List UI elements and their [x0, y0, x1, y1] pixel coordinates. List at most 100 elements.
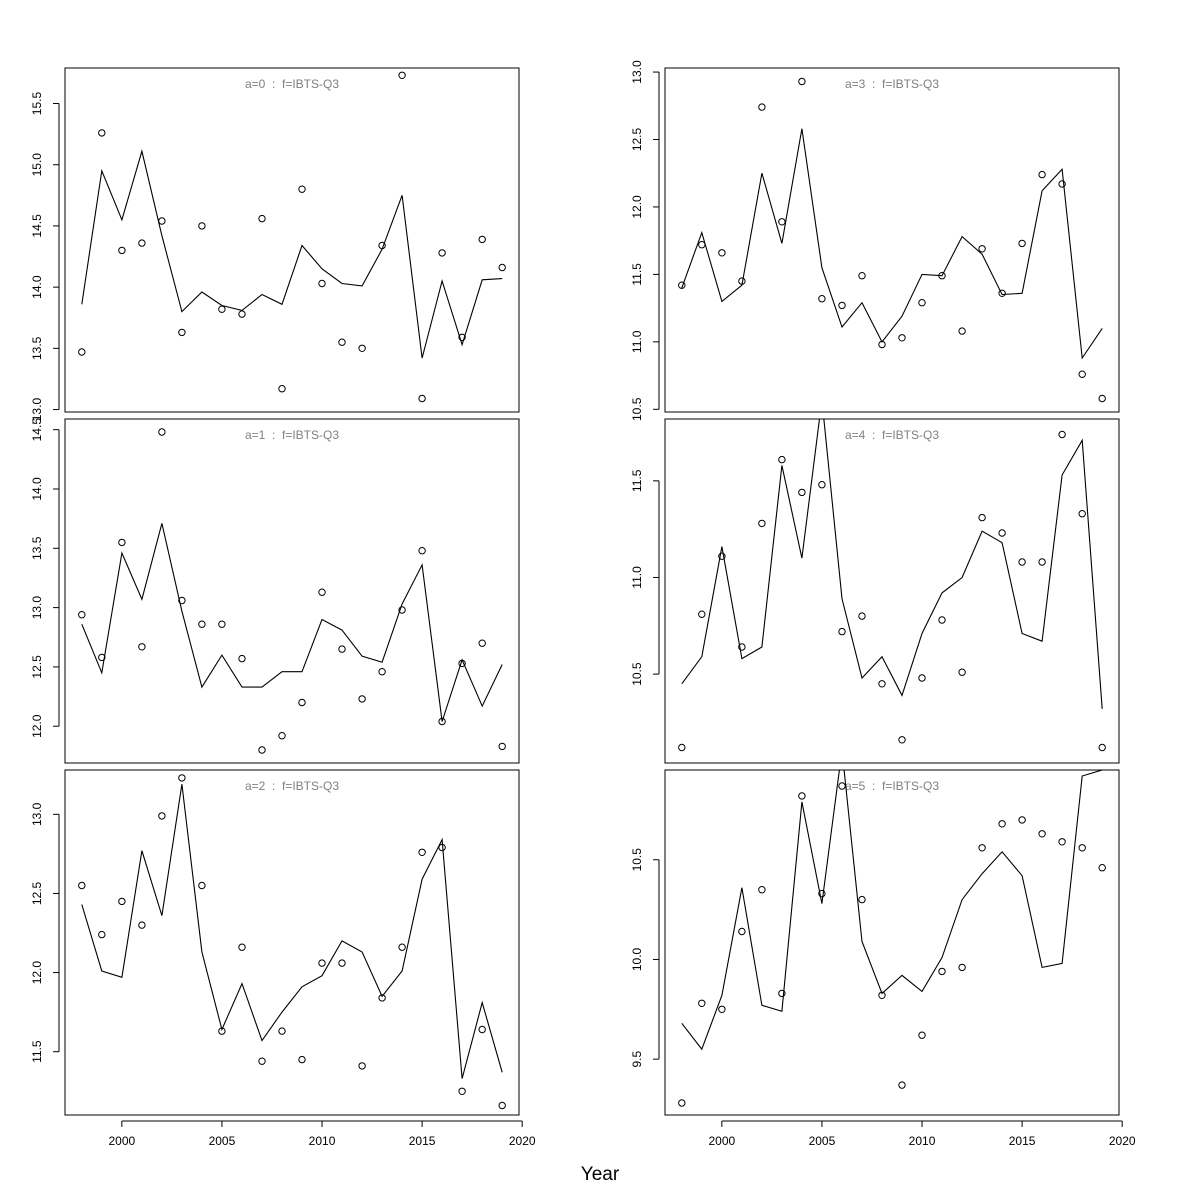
observed-point — [998, 529, 1006, 537]
x-tick-label: 2010 — [909, 1134, 936, 1148]
observed-point — [818, 889, 826, 898]
y-tick-label: 13.0 — [30, 398, 44, 422]
observed-point — [398, 943, 406, 951]
observed-point — [718, 1005, 726, 1013]
panel-2: 12.0 12.5 13.0 13.5 14.0 14.5 a=1 : f=IBTS-Q3 — [30, 418, 520, 764]
observed-point — [858, 895, 866, 904]
observed-point — [998, 289, 1006, 297]
observed-point — [418, 848, 426, 856]
x-tick-label: 2005 — [209, 1134, 236, 1148]
observed-point — [938, 967, 946, 976]
observed-point — [218, 620, 226, 628]
observed-point — [158, 428, 166, 436]
observed-point — [318, 588, 326, 596]
observed-point — [298, 1055, 306, 1064]
observed-point — [158, 812, 166, 820]
observed-point — [118, 246, 126, 255]
observed-point — [778, 455, 786, 464]
observed-point — [198, 881, 206, 890]
observed-point — [218, 1027, 226, 1035]
observed-point — [418, 547, 426, 555]
y-tick-label: 10.0 — [630, 947, 644, 971]
observed-point — [958, 327, 966, 335]
panel-frame — [64, 67, 520, 413]
observed-point — [498, 1101, 506, 1110]
y-tick-label: 14.0 — [30, 477, 44, 501]
y-tick-label: 12.0 — [30, 961, 44, 985]
panel-title: a=4 : f=IBTS-Q3 — [845, 428, 939, 442]
observed-point — [978, 844, 986, 852]
y-tick-label: 12.5 — [30, 655, 44, 679]
observed-point — [458, 333, 466, 341]
y-tick-label: 12.5 — [30, 881, 44, 905]
observed-point — [98, 129, 106, 137]
observed-point — [718, 249, 726, 257]
observed-point — [1058, 430, 1066, 439]
observed-point — [478, 639, 486, 647]
observed-point — [758, 103, 766, 111]
observed-point — [158, 217, 166, 225]
observed-point — [1018, 816, 1026, 824]
observed-point — [338, 338, 346, 346]
observed-point — [278, 732, 286, 740]
observed-point — [78, 881, 86, 890]
observed-point — [1038, 170, 1046, 179]
observed-point — [878, 340, 886, 349]
y-tick-label: 12.0 — [630, 195, 644, 219]
panel-frame — [64, 769, 520, 1116]
observed-point — [238, 654, 246, 663]
x-tick-label: 2000 — [108, 1134, 135, 1148]
y-tick-label: 14.5 — [30, 418, 44, 442]
observed-point — [918, 674, 926, 682]
observed-point — [878, 680, 886, 688]
observed-point — [1078, 844, 1086, 852]
observed-point — [118, 538, 126, 547]
observed-point — [498, 263, 506, 272]
fitted-line — [81, 149, 503, 359]
observed-point — [78, 611, 86, 619]
observed-point — [438, 843, 446, 852]
observed-point — [478, 235, 486, 244]
panel-title: a=3 : f=IBTS-Q3 — [845, 77, 939, 91]
y-tick-label: 11.5 — [630, 469, 644, 492]
observed-point — [818, 481, 826, 489]
observed-point — [798, 488, 806, 497]
y-tick-label: 10.5 — [630, 397, 644, 421]
observed-point — [178, 774, 186, 782]
x-tick-label: 2015 — [1009, 1134, 1036, 1148]
observed-point — [298, 698, 306, 707]
observed-point — [138, 643, 146, 651]
observed-point — [778, 218, 786, 226]
observed-point — [1078, 370, 1086, 378]
observed-point — [198, 222, 206, 230]
y-tick-label: 13.5 — [30, 336, 44, 360]
observed-point — [438, 717, 446, 726]
observed-point — [938, 616, 946, 624]
observed-point — [898, 1081, 906, 1089]
y-tick-label: 11.5 — [630, 263, 644, 286]
observed-point — [738, 643, 746, 651]
observed-point — [398, 71, 406, 80]
observed-point — [318, 279, 326, 288]
fitted-line — [681, 128, 1103, 360]
y-tick-label: 14.0 — [30, 275, 44, 299]
observed-point — [198, 620, 206, 628]
observed-point — [698, 999, 706, 1007]
observed-point — [98, 653, 106, 662]
observed-point — [358, 695, 366, 703]
x-tick-label: 2000 — [708, 1134, 735, 1148]
observed-point — [178, 596, 186, 605]
y-tick-label: 10.5 — [630, 848, 644, 872]
observed-point — [378, 668, 386, 676]
observed-point — [458, 1087, 466, 1096]
observed-point — [178, 328, 186, 337]
observed-point — [978, 513, 986, 522]
observed-point — [238, 943, 246, 951]
observed-point — [758, 519, 766, 528]
y-tick-label: 10.5 — [630, 662, 644, 686]
y-tick-label: 15.5 — [30, 91, 44, 115]
y-tick-label: 13.0 — [30, 802, 44, 826]
observed-point — [878, 991, 886, 999]
observed-point — [418, 394, 426, 403]
